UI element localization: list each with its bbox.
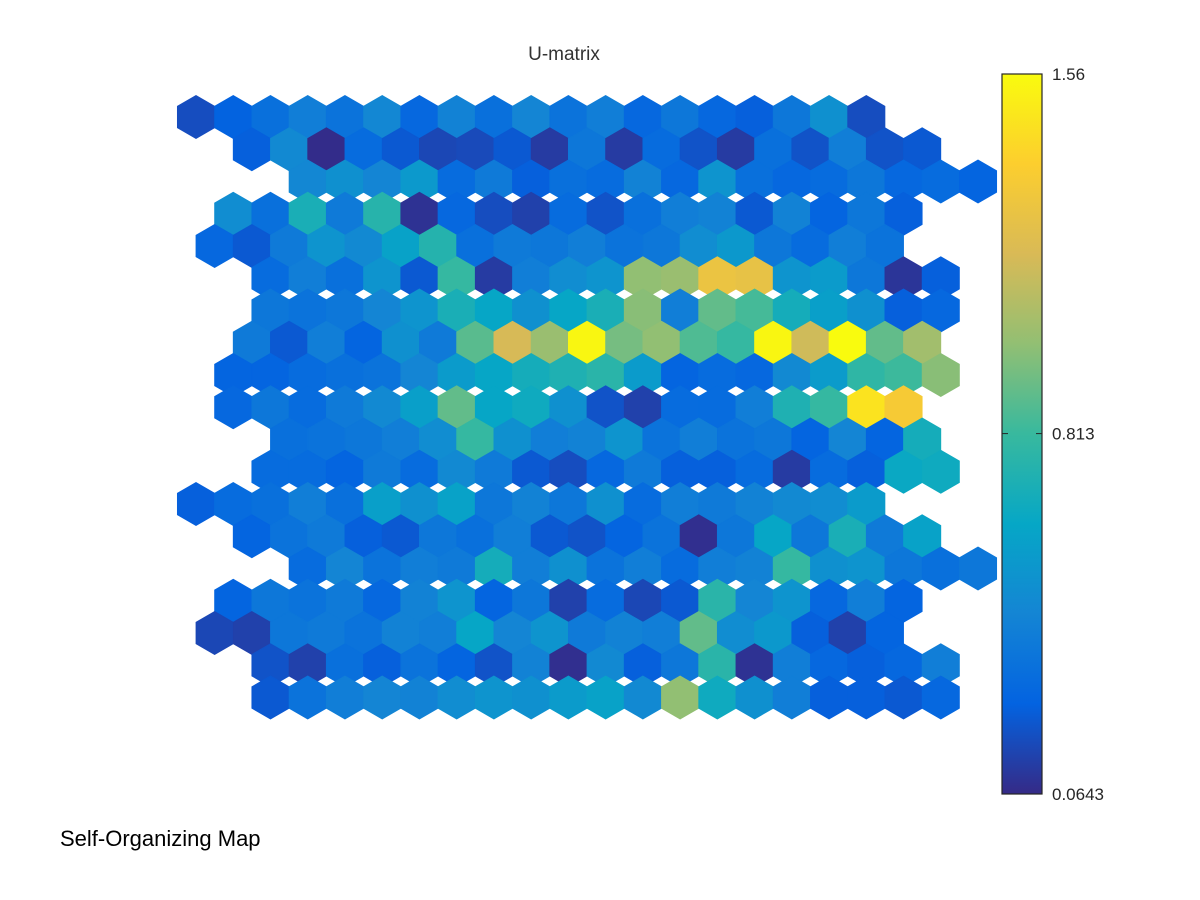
colorbar: [1001, 73, 1043, 795]
colorbar-ticks: 0.0643 0.813 1.56: [1002, 65, 1104, 804]
hex-cell: [847, 675, 886, 720]
hex-cell: [437, 675, 476, 720]
footer-label: Self-Organizing Map: [60, 826, 261, 851]
hex-cell: [325, 675, 364, 720]
hex-cell: [512, 675, 551, 720]
hex-cell: [474, 675, 513, 720]
hex-cell: [959, 159, 998, 204]
hex-cell: [176, 95, 216, 139]
hex-cell: [251, 675, 290, 720]
hex-cell: [214, 385, 253, 430]
hex-cell: [176, 482, 216, 526]
chart-title: U-matrix: [528, 44, 600, 65]
hex-grid: [176, 95, 998, 720]
hex-cell: [363, 675, 402, 720]
hex-cell: [772, 675, 811, 720]
hex-cell: [288, 675, 327, 720]
hex-cell: [810, 675, 849, 720]
colorbar-tick-label: 1.56: [1052, 65, 1085, 84]
hex-cell: [735, 675, 774, 720]
hex-cell: [623, 675, 662, 720]
colorbar-tick-label: 0.0643: [1052, 785, 1104, 804]
hex-cell: [698, 675, 737, 720]
hex-cell: [959, 546, 998, 591]
hex-cell: [884, 675, 923, 720]
hex-cell: [921, 449, 960, 494]
colorbar-tick-label: 0.813: [1052, 425, 1095, 444]
hex-cell: [549, 675, 588, 720]
hex-cell: [921, 353, 960, 397]
hex-cell: [921, 675, 960, 720]
hex-cell: [586, 675, 625, 720]
hex-cell: [400, 675, 439, 720]
hex-cell: [661, 675, 700, 720]
